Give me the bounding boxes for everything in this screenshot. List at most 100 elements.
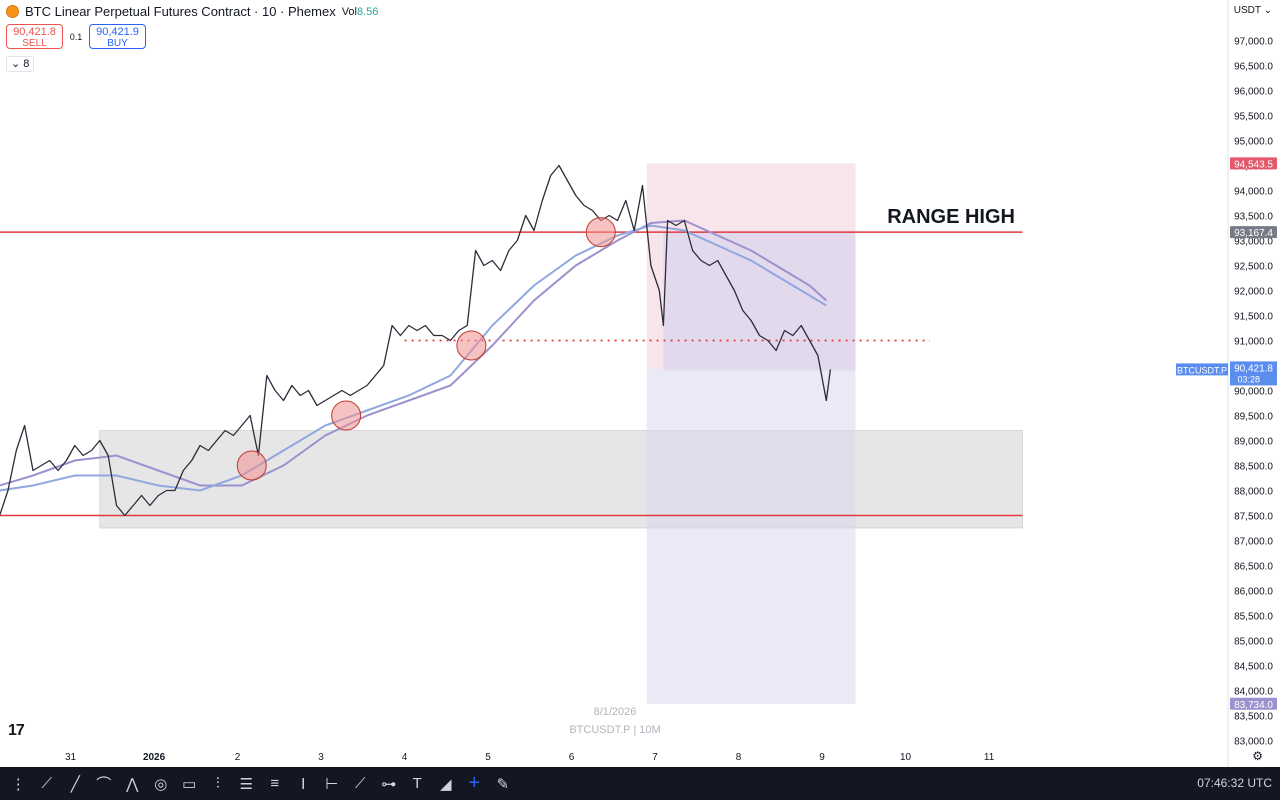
buy-label: BUY: [107, 38, 128, 49]
sell-button[interactable]: 90,421.8 SELL: [6, 24, 63, 49]
x-tick-label: 10: [900, 752, 912, 763]
price-chart[interactable]: 8/1/2026 BTCUSDT.P | 10M RANGE HIGH 97,000.…: [0, 0, 1280, 767]
text-cursor-icon[interactable]: Ⅰ: [301, 775, 306, 793]
utc-clock[interactable]: 07:46:32 UTC: [1197, 776, 1272, 790]
y-tick-label: 84,500.0: [1234, 662, 1273, 673]
fib-icon[interactable]: ☰: [239, 775, 253, 793]
indicators-count: 8: [23, 58, 30, 70]
sell-price: 90,421.8: [13, 26, 56, 38]
range-zone: [99, 430, 1023, 529]
symbol-tag-bg: [1176, 363, 1228, 376]
position-stop-zone: [646, 369, 856, 704]
measure-icon[interactable]: ⊢: [325, 775, 339, 793]
chevron-down-icon: ⌄: [11, 58, 21, 70]
trade-buttons: 90,421.8 SELL 0.1 90,421.9 BUY: [6, 24, 146, 49]
x-tick-label: 8: [736, 752, 742, 763]
chart-header: BTC Linear Perpetual Futures Contract · …: [6, 4, 378, 19]
forecast-icon[interactable]: ⊶: [381, 775, 397, 793]
stop-price-tag-bg: [1230, 697, 1277, 710]
brush-icon[interactable]: ⟋: [41, 775, 52, 792]
y-tick-label: 93,500.0: [1234, 212, 1273, 223]
y-tick-label: 96,000.0: [1234, 87, 1273, 98]
drawing-toolbar: ⋮ ⟋ ╱ ⌒ ⋀ ◎ ▭ ⫶ ☰ ≡ Ⅰ ⊢ ⟋ ⊶ T ◢ + ✎ 07:46:32 UTC: [0, 767, 1280, 800]
watermark-date: 8/1/2026: [594, 706, 637, 718]
symbol-title[interactable]: BTC Linear Perpetual Futures Contract · …: [25, 4, 336, 19]
position-inner-zone: [663, 232, 856, 371]
x-tick-label: 6: [569, 752, 575, 763]
y-tick-label: 86,000.0: [1234, 587, 1273, 598]
time-axis: 31 2026 2 3 4 5 6 7 8 9 10 11: [65, 752, 995, 763]
volume-value: 8.56: [357, 5, 379, 18]
x-tick-label: 4: [402, 752, 408, 763]
y-tick-label: 86,500.0: [1234, 562, 1273, 573]
x-tick-label: 5: [485, 752, 491, 763]
x-tick-label: 9: [819, 752, 825, 763]
x-tick-label: 3: [318, 752, 324, 763]
currency-selector[interactable]: USDT ⌄: [1234, 5, 1272, 16]
stop-price-tag-text: 83,734.0: [1234, 700, 1273, 711]
indicators-toggle[interactable]: ⌄ 8: [6, 56, 35, 72]
currency-label: USDT: [1233, 5, 1261, 16]
ma-slow-line: [0, 219, 827, 487]
y-tick-label: 93,000.0: [1234, 237, 1273, 248]
symbol-price-tag: BTCUSDT.P: [1176, 363, 1228, 376]
touch-point-circle: [331, 400, 362, 431]
y-tick-label: 87,500.0: [1234, 512, 1273, 523]
sell-label: SELL: [22, 38, 47, 49]
curve-icon[interactable]: ⌒: [96, 776, 112, 793]
chevron-down-icon: ⌄: [1263, 5, 1272, 16]
x-tick-label: 2026: [143, 752, 166, 763]
target-icon[interactable]: ◎: [154, 775, 168, 793]
eraser-pen-icon[interactable]: ✎: [496, 775, 510, 793]
crosshair-icon[interactable]: +: [468, 772, 481, 794]
range-high-price-tag-bg: [1230, 226, 1277, 239]
buy-button[interactable]: 90,421.9 BUY: [89, 24, 146, 49]
y-tick-label: 88,500.0: [1234, 462, 1273, 473]
target-price-tag-bg: [1230, 157, 1277, 170]
x-tick-label: 11: [984, 752, 995, 763]
y-tick-label: 88,000.0: [1234, 487, 1273, 498]
pitchfork-icon[interactable]: ⫶: [215, 775, 220, 792]
path-icon[interactable]: ⋀: [126, 775, 139, 793]
fill-icon[interactable]: ◢: [439, 775, 452, 793]
y-tick-label: 89,000.0: [1234, 437, 1273, 448]
y-tick-label: 92,000.0: [1234, 287, 1273, 298]
trend-line-icon[interactable]: ╱: [70, 775, 80, 793]
range-high-price-tag-text: 93,167.4: [1234, 228, 1273, 239]
countdown-text: 03:28: [1237, 374, 1260, 384]
last-price-text: 90,421.8: [1234, 363, 1273, 374]
stop-price-tag: 83,734.0: [1230, 697, 1277, 711]
symbol-tag-text: BTCUSDT.P: [1177, 365, 1227, 375]
parallel-channel-icon[interactable]: ≡: [270, 775, 280, 792]
text-icon[interactable]: T: [412, 775, 422, 792]
y-tick-label: 92,500.0: [1234, 262, 1273, 273]
watermark-symbol: BTCUSDT.P | 10M: [569, 724, 660, 736]
range-high-price-tag: 93,167.4: [1230, 226, 1277, 239]
y-tick-label: 84,000.0: [1234, 687, 1273, 698]
rectangle-icon[interactable]: ▭: [182, 775, 197, 793]
gear-icon[interactable]: ⚙: [1252, 749, 1263, 763]
drawing-tools: ⋮ ⟋ ╱ ⌒ ⋀ ◎ ▭ ⫶ ☰ ≡ Ⅰ ⊢ ⟋ ⊶ T ◢ + ✎: [4, 771, 517, 796]
buy-price: 90,421.9: [96, 26, 139, 38]
grip-icon[interactable]: ⋮: [10, 775, 26, 793]
ma-fast-line: [0, 224, 827, 492]
y-tick-label: 90,000.0: [1234, 387, 1273, 398]
volume-label: Vol: [341, 5, 357, 18]
x-tick-label: 7: [652, 752, 658, 763]
last-price-bg: [1230, 361, 1277, 386]
bitcoin-coin-icon: [6, 5, 19, 18]
tradingview-logo[interactable]: 17: [8, 722, 25, 739]
chart-watermark: 8/1/2026 BTCUSDT.P | 10M: [569, 706, 660, 736]
y-tick-label: 83,000.0: [1234, 737, 1273, 748]
y-tick-label: 95,500.0: [1234, 112, 1273, 123]
y-tick-label: 91,500.0: [1234, 312, 1273, 323]
last-price-tag: 90,421.803:28: [1230, 361, 1277, 386]
y-tick-label: 96,500.0: [1234, 62, 1273, 73]
polyline-icon[interactable]: ⟋: [354, 775, 366, 792]
price-axis: 97,000.0 96,500.0 96,000.0 95,500.0 95,000.0…: [1234, 37, 1273, 748]
volume-indicator: Vol8.56: [342, 6, 379, 18]
y-tick-label: 87,000.0: [1234, 537, 1273, 548]
y-tick-label: 95,000.0: [1234, 137, 1273, 148]
spread-value: 0.1: [69, 31, 83, 42]
x-tick-label: 2: [235, 752, 241, 763]
